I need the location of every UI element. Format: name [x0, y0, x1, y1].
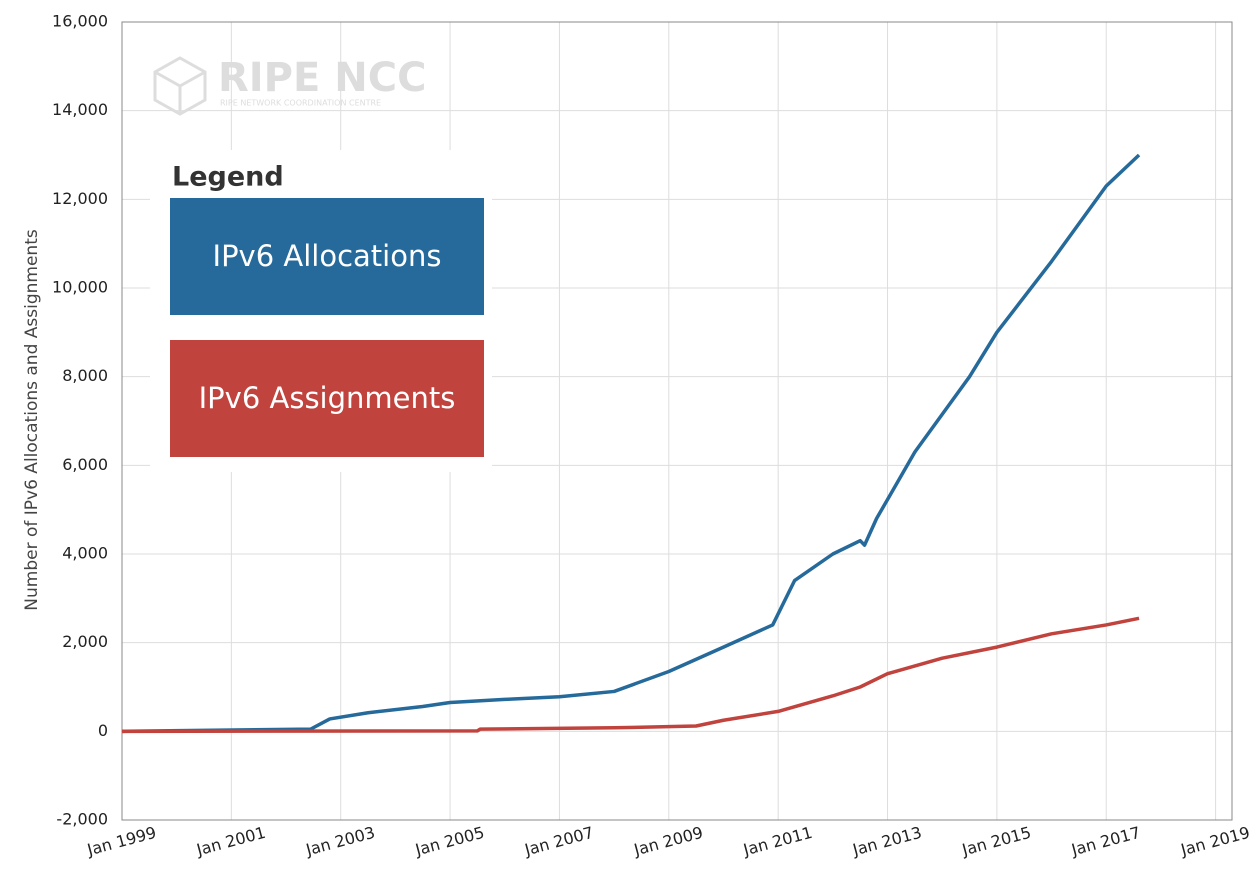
series-line: [121, 616, 1140, 734]
x-tick-label: Jan 2009: [631, 823, 705, 860]
y-tick-label: 8,000: [62, 366, 108, 385]
x-tick-label: Jan 2019: [1178, 823, 1252, 860]
x-tick-label: Jan 2015: [959, 823, 1033, 860]
legend-title: Legend: [172, 162, 284, 193]
series-line: [121, 153, 1141, 734]
y-tick-label: 16,000: [52, 12, 108, 31]
watermark-logo: [153, 56, 207, 116]
legend-swatch: [170, 340, 484, 457]
legend-label: IPv6 Allocations: [213, 239, 442, 273]
y-tick-label: 6,000: [62, 455, 108, 474]
y-tick-label: -2,000: [56, 810, 108, 829]
x-tick-label: Jan 2001: [194, 823, 268, 860]
x-tick-label: Jan 2007: [522, 823, 596, 860]
y-axis-label: Number of IPv6 Allocations and Assignmen…: [22, 229, 42, 611]
y-tick-label: 14,000: [52, 100, 108, 119]
x-tick-label: Jan 2011: [740, 823, 814, 860]
y-tick-label: 4,000: [62, 544, 108, 563]
plot-border: [121, 21, 1233, 821]
y-tick-label: 2,000: [62, 632, 108, 651]
y-tick-label: 10,000: [52, 278, 108, 297]
watermark: RIPE NCC: [218, 55, 426, 101]
legend-swatch: [170, 198, 484, 315]
x-tick-label: Jan 2003: [303, 823, 377, 860]
x-tick-label: Jan 2005: [412, 823, 486, 860]
watermark-subtitle: RIPE NETWORK COORDINATION CENTRE: [220, 99, 381, 108]
legend-label: IPv6 Assignments: [199, 381, 456, 415]
x-tick-label: Jan 2013: [850, 823, 924, 860]
y-tick-label: 12,000: [52, 189, 108, 208]
y-tick-label: 0: [98, 721, 108, 740]
x-tick-label: Jan 2017: [1069, 823, 1143, 860]
